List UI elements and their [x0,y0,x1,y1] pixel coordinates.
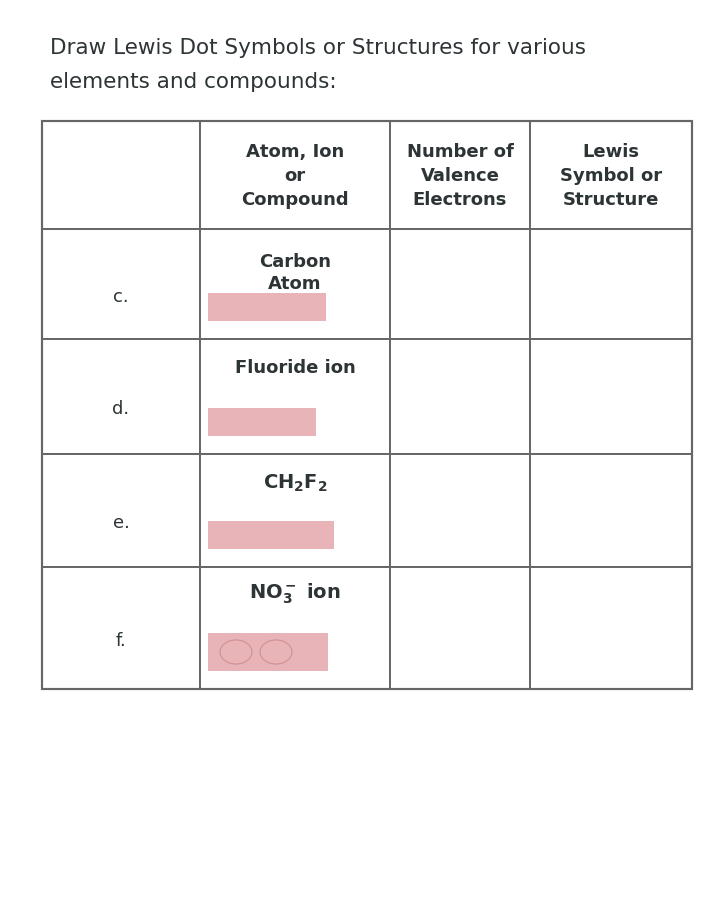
Text: $\mathregular{NO_3^-}$ ion: $\mathregular{NO_3^-}$ ion [249,581,341,606]
Bar [42,340,200,455]
Bar [390,230,530,340]
Text: elements and compounds:: elements and compounds: [50,72,337,92]
Text: Number of
Valence
Electrons: Number of Valence Electrons [407,142,513,209]
Text: e.: e. [112,514,130,532]
Text: Lewis
Symbol or
Structure: Lewis Symbol or Structure [560,142,662,209]
Bar [42,455,200,568]
Text: Carbon: Carbon [259,252,331,271]
Bar [530,455,692,568]
Text: Atom, Ion
or
Compound: Atom, Ion or Compound [241,142,348,209]
Text: Draw Lewis Dot Symbols or Structures for various: Draw Lewis Dot Symbols or Structures for… [50,38,586,58]
Bar [208,408,316,436]
Text: c.: c. [113,288,129,306]
Bar [42,568,200,690]
Bar [390,122,530,230]
Bar [200,230,390,340]
Text: f.: f. [116,631,127,650]
Bar [390,340,530,455]
Text: d.: d. [112,400,130,418]
Text: $\mathregular{CH_2F_2}$: $\mathregular{CH_2F_2}$ [263,472,328,493]
Bar [200,340,390,455]
Text: Fluoride ion: Fluoride ion [235,359,356,376]
Bar [530,568,692,690]
Bar [200,455,390,568]
Bar [42,122,692,690]
Bar [200,122,390,230]
Bar [530,230,692,340]
Bar [530,122,692,230]
Bar [42,122,200,230]
Bar [208,633,328,671]
Bar [200,568,390,690]
Bar [208,521,334,549]
Bar [530,340,692,455]
Bar [42,230,200,340]
Bar [390,455,530,568]
Text: Atom: Atom [269,275,322,292]
Bar [208,293,326,322]
Bar [390,568,530,690]
